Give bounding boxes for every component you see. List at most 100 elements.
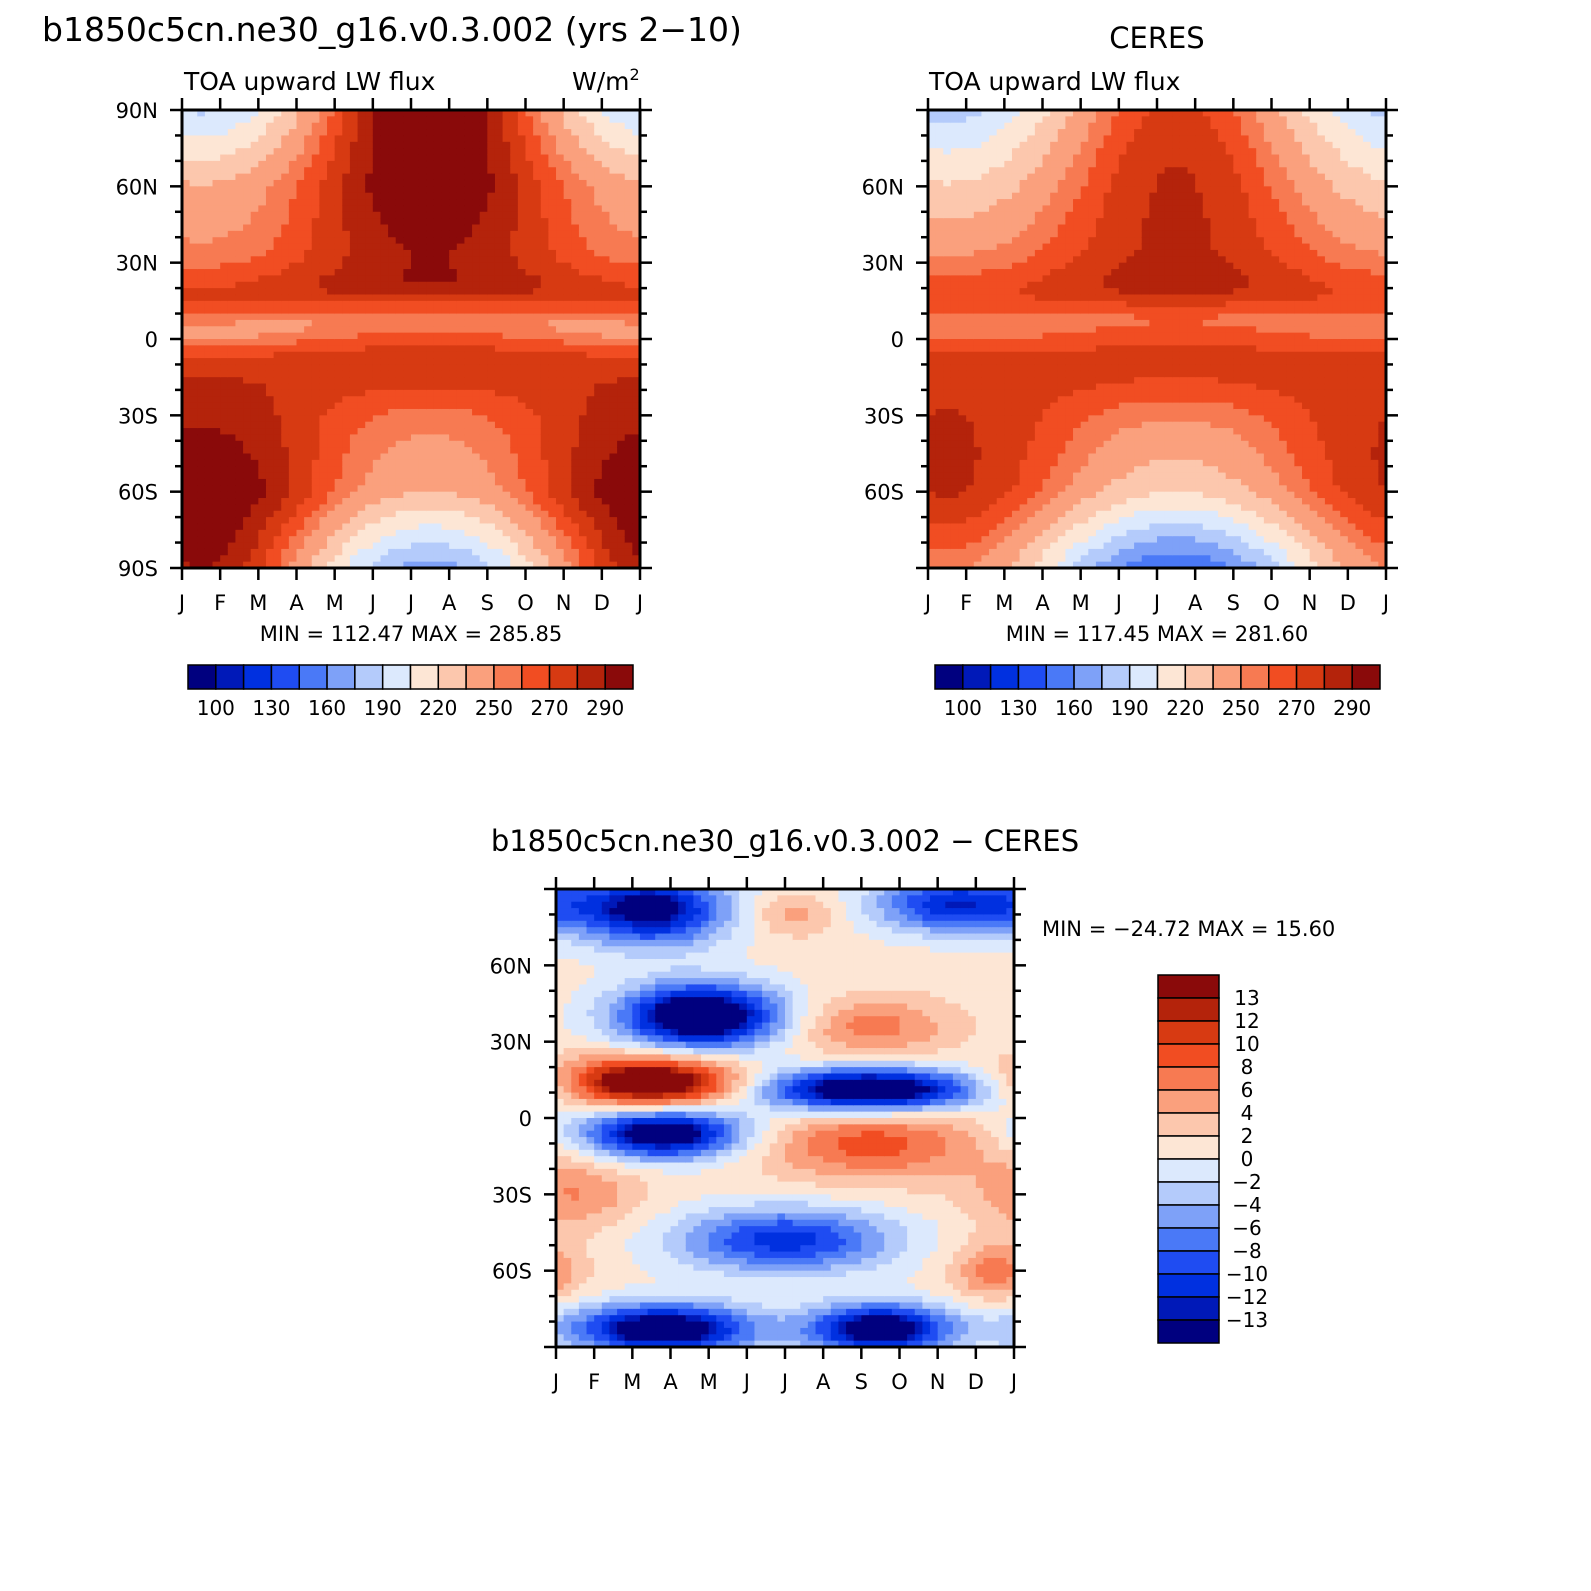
model-cell [487, 434, 496, 442]
model-cell [327, 542, 336, 550]
model-cell [281, 167, 290, 175]
model-cell [449, 243, 458, 251]
model-cell [311, 288, 320, 296]
model-cell [540, 536, 549, 544]
model-cell [472, 218, 481, 226]
model-cell [563, 218, 572, 226]
model-cell [571, 160, 580, 168]
model-cell [349, 326, 359, 334]
model-cell [243, 300, 252, 308]
model-cell [502, 459, 511, 467]
model-cell [563, 421, 572, 429]
model-cell [418, 275, 427, 283]
model-cell [220, 237, 229, 245]
model-cell [601, 199, 611, 207]
model-cell [502, 364, 511, 372]
model-cell [319, 339, 328, 346]
model-cell [365, 288, 374, 296]
model-cell [365, 116, 374, 124]
model-cell [494, 491, 504, 499]
model-cell [586, 529, 595, 537]
model-cell [281, 485, 290, 493]
model-cell [464, 561, 473, 568]
ceres-cell [966, 510, 975, 518]
model-cell [479, 148, 488, 156]
model-cell [411, 548, 420, 556]
model-cell [334, 205, 343, 213]
model-cell [594, 218, 603, 226]
ceres-cell [950, 421, 960, 429]
model-cell [510, 358, 519, 366]
model-cell [418, 402, 427, 410]
model-cell [357, 319, 366, 327]
model-cell [456, 122, 466, 130]
model-cell [479, 440, 488, 448]
model-cell [578, 262, 588, 270]
model-cell [311, 243, 320, 251]
model-cell [258, 472, 267, 480]
model-cell [571, 396, 580, 404]
model-cell [433, 421, 443, 429]
ceres-cell [981, 434, 990, 442]
model-cell [449, 160, 458, 168]
model-cell [372, 504, 382, 512]
model-cell [304, 300, 313, 308]
ceres-cell [950, 364, 960, 372]
model-cell [472, 237, 481, 245]
model-cell [617, 160, 626, 168]
model-cell [334, 122, 343, 130]
model-cell [212, 218, 221, 226]
model-cell [243, 478, 252, 486]
model-cell [182, 167, 191, 175]
model-cell [189, 294, 198, 302]
model-cell [548, 243, 557, 251]
model-cell [494, 485, 504, 493]
model-cell [182, 160, 191, 168]
model-cell [617, 498, 626, 505]
model-cell [250, 116, 259, 124]
model-cell [586, 440, 595, 448]
ceres-cell [928, 523, 937, 531]
model-cell [510, 307, 519, 315]
model-cell [342, 122, 351, 130]
model-cell [380, 192, 389, 200]
model-cell [182, 288, 191, 296]
ceres-cell [981, 186, 990, 194]
model-cell [311, 485, 320, 493]
model-cell [327, 370, 336, 378]
model-cell [632, 510, 640, 518]
model-cell [578, 396, 588, 404]
model-cell [441, 319, 450, 327]
model-cell [418, 269, 427, 276]
model-cell [411, 249, 420, 257]
model-cell [632, 536, 640, 544]
model-cell [258, 262, 267, 270]
model-cell [533, 230, 542, 238]
model-cell [365, 148, 374, 156]
model-cell [204, 466, 214, 474]
model-cell [533, 510, 542, 518]
model-cell [327, 269, 336, 276]
model-cell [365, 447, 374, 455]
model-cell [357, 313, 366, 321]
model-cell [525, 218, 534, 226]
model-cell [250, 237, 259, 245]
model-cell [464, 116, 473, 124]
model-cell [304, 148, 313, 156]
model-cell [609, 211, 618, 219]
ceres-cell [935, 281, 944, 289]
model-cell [494, 548, 504, 556]
model-cell [349, 167, 359, 175]
model-cell [235, 434, 244, 442]
model-cell [586, 523, 595, 531]
model-cell [243, 224, 252, 232]
model-cell [327, 122, 336, 130]
ceres-cell [950, 148, 960, 156]
model-cell [235, 555, 244, 563]
model-cell [418, 485, 427, 493]
model-cell [487, 269, 496, 276]
model-cell [464, 466, 473, 474]
model-cell [426, 542, 435, 550]
model-cell [197, 269, 206, 276]
ceres-cell [966, 332, 975, 340]
